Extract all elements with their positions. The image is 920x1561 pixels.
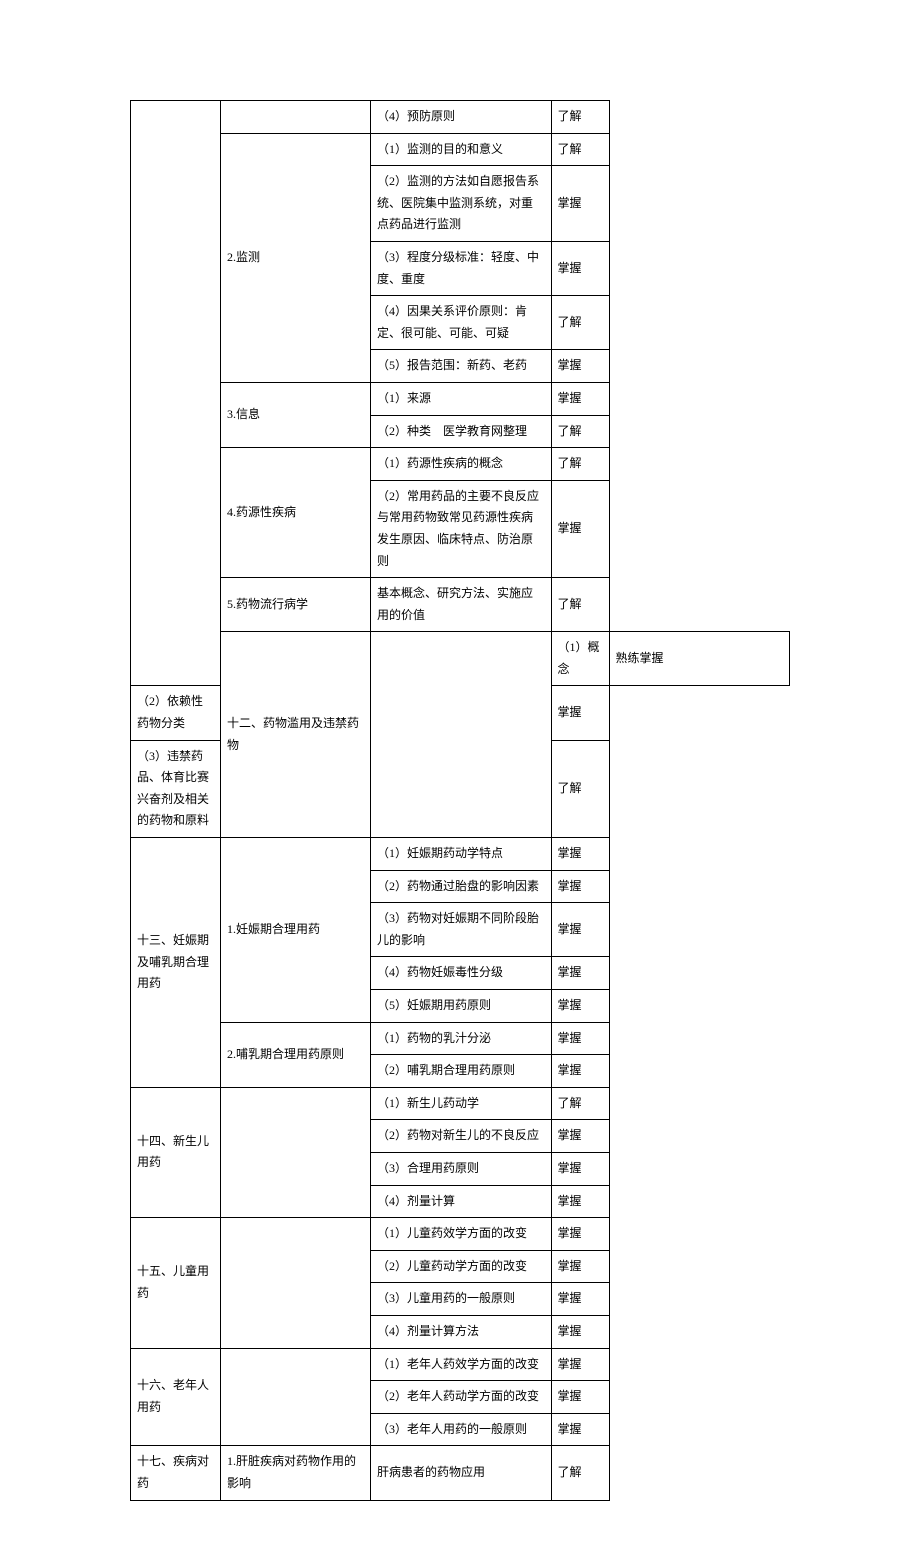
point-cell: （3）儿童用药的一般原则 xyxy=(371,1283,552,1316)
point-cell: （3）药物对妊娠期不同阶段胎儿的影响 xyxy=(371,903,552,957)
table-row: 3.信息（1）来源掌握 xyxy=(131,382,790,415)
table-row: 2.监测（1）监测的目的和意义了解 xyxy=(131,133,790,166)
requirement-cell: 了解 xyxy=(551,133,609,166)
requirement-cell: 掌握 xyxy=(551,1185,609,1218)
requirement-cell: 掌握 xyxy=(551,957,609,990)
requirement-cell: 掌握 xyxy=(551,903,609,957)
point-cell: （4）剂量计算 xyxy=(371,1185,552,1218)
subitem-cell: 1.妊娠期合理用药 xyxy=(221,838,371,1023)
point-cell: （2）药物通过胎盘的影响因素 xyxy=(371,870,552,903)
subitem-cell xyxy=(371,632,552,838)
unit-cell: 十七、疾病对药 xyxy=(131,1446,221,1500)
subitem-cell: 3.信息 xyxy=(221,382,371,447)
requirement-cell: 掌握 xyxy=(551,1218,609,1251)
point-cell: （1）妊娠期药动学特点 xyxy=(371,838,552,871)
point-cell: （1）新生儿药动学 xyxy=(371,1087,552,1120)
table-row: 十二、药物滥用及违禁药物（1）概念熟练掌握 xyxy=(131,632,790,686)
requirement-cell: 掌握 xyxy=(551,1348,609,1381)
requirement-cell: 掌握 xyxy=(551,382,609,415)
point-cell: （3）老年人用药的一般原则 xyxy=(371,1413,552,1446)
point-cell: （1）来源 xyxy=(371,382,552,415)
point-cell: （2）常用药品的主要不良反应与常用药物致常见药源性疾病发生原因、临床特点、防治原… xyxy=(371,480,552,577)
requirement-cell: 掌握 xyxy=(551,1022,609,1055)
requirement-cell: 掌握 xyxy=(551,1250,609,1283)
subitem-cell: 1.肝脏疾病对药物作用的影响 xyxy=(221,1446,371,1500)
point-cell: （2）哺乳期合理用药原则 xyxy=(371,1055,552,1088)
requirement-cell: 掌握 xyxy=(551,1283,609,1316)
requirement-cell: 了解 xyxy=(551,448,609,481)
unit-cell: 十三、妊娠期及哺乳期合理用药 xyxy=(131,838,221,1088)
table-row: 十三、妊娠期及哺乳期合理用药1.妊娠期合理用药（1）妊娠期药动学特点掌握 xyxy=(131,838,790,871)
table-row: 5.药物流行病学基本概念、研究方法、实施应用的价值了解 xyxy=(131,578,790,632)
requirement-cell: 了解 xyxy=(551,415,609,448)
point-cell: 基本概念、研究方法、实施应用的价值 xyxy=(371,578,552,632)
point-cell: （1）儿童药效学方面的改变 xyxy=(371,1218,552,1251)
subitem-cell xyxy=(221,1348,371,1446)
requirement-cell: 了解 xyxy=(551,740,609,837)
point-cell: （1）药物的乳汁分泌 xyxy=(371,1022,552,1055)
requirement-cell: 了解 xyxy=(551,1087,609,1120)
requirement-cell: 掌握 xyxy=(551,870,609,903)
table-row: 十四、新生儿用药（1）新生儿药动学了解 xyxy=(131,1087,790,1120)
subitem-cell xyxy=(221,1087,371,1217)
requirement-cell: 掌握 xyxy=(551,1413,609,1446)
point-cell: （4）预防原则 xyxy=(371,101,552,134)
subitem-cell: 2.监测 xyxy=(221,133,371,382)
subitem-cell: 4.药源性疾病 xyxy=(221,448,371,578)
table-row: 十六、老年人用药（1）老年人药效学方面的改变掌握 xyxy=(131,1348,790,1381)
point-cell: （2）监测的方法如自愿报告系统、医院集中监测系统，对重点药品进行监测 xyxy=(371,166,552,242)
unit-cell: 十六、老年人用药 xyxy=(131,1348,221,1446)
point-cell: 肝病患者的药物应用 xyxy=(371,1446,552,1500)
table-row: （4）预防原则了解 xyxy=(131,101,790,134)
unit-cell: 十四、新生儿用药 xyxy=(131,1087,221,1217)
requirement-cell: 掌握 xyxy=(551,1055,609,1088)
point-cell: （2）儿童药动学方面的改变 xyxy=(371,1250,552,1283)
requirement-cell: 熟练掌握 xyxy=(609,632,790,686)
unit-cell: 十五、儿童用药 xyxy=(131,1218,221,1348)
point-cell: （4）剂量计算方法 xyxy=(371,1315,552,1348)
requirement-cell: 了解 xyxy=(551,101,609,134)
point-cell: （2）种类 医学教育网整理 xyxy=(371,415,552,448)
requirement-cell: 了解 xyxy=(551,296,609,350)
unit-cell: 十二、药物滥用及违禁药物 xyxy=(221,632,371,838)
subitem-cell: 2.哺乳期合理用药原则 xyxy=(221,1022,371,1087)
requirement-cell: 掌握 xyxy=(551,1315,609,1348)
point-cell: （2）药物对新生儿的不良反应 xyxy=(371,1120,552,1153)
point-cell: （4）因果关系评价原则：肯定、很可能、可能、可疑 xyxy=(371,296,552,350)
requirement-cell: 掌握 xyxy=(551,990,609,1023)
subitem-cell xyxy=(221,1218,371,1348)
point-cell: （1）老年人药效学方面的改变 xyxy=(371,1348,552,1381)
unit-cell xyxy=(131,101,221,686)
requirement-cell: 了解 xyxy=(551,1446,609,1500)
requirement-cell: 掌握 xyxy=(551,1381,609,1414)
requirement-cell: 掌握 xyxy=(551,241,609,295)
requirement-cell: 掌握 xyxy=(551,350,609,383)
table-body: （4）预防原则了解2.监测（1）监测的目的和意义了解（2）监测的方法如自愿报告系… xyxy=(131,101,790,1501)
table-row: 十五、儿童用药（1）儿童药效学方面的改变掌握 xyxy=(131,1218,790,1251)
requirement-cell: 掌握 xyxy=(551,1120,609,1153)
subitem-cell: 5.药物流行病学 xyxy=(221,578,371,632)
requirement-cell: 掌握 xyxy=(551,1152,609,1185)
syllabus-table: （4）预防原则了解2.监测（1）监测的目的和意义了解（2）监测的方法如自愿报告系… xyxy=(130,100,790,1501)
table-row: 十七、疾病对药1.肝脏疾病对药物作用的影响肝病患者的药物应用了解 xyxy=(131,1446,790,1500)
table-row: 4.药源性疾病（1）药源性疾病的概念了解 xyxy=(131,448,790,481)
point-cell: （2）老年人药动学方面的改变 xyxy=(371,1381,552,1414)
point-cell: （4）药物妊娠毒性分级 xyxy=(371,957,552,990)
point-cell: （2）依赖性药物分类 xyxy=(131,686,221,740)
point-cell: （1）药源性疾病的概念 xyxy=(371,448,552,481)
requirement-cell: 掌握 xyxy=(551,166,609,242)
requirement-cell: 掌握 xyxy=(551,686,609,740)
point-cell: （3）违禁药品、体育比赛兴奋剂及相关的药物和原料 xyxy=(131,740,221,837)
subitem-cell xyxy=(221,101,371,134)
point-cell: （1）概念 xyxy=(551,632,609,686)
point-cell: （5）报告范围：新药、老药 xyxy=(371,350,552,383)
point-cell: （3）合理用药原则 xyxy=(371,1152,552,1185)
requirement-cell: 了解 xyxy=(551,578,609,632)
table-row: 2.哺乳期合理用药原则（1）药物的乳汁分泌掌握 xyxy=(131,1022,790,1055)
requirement-cell: 掌握 xyxy=(551,838,609,871)
point-cell: （3）程度分级标准：轻度、中度、重度 xyxy=(371,241,552,295)
requirement-cell: 掌握 xyxy=(551,480,609,577)
point-cell: （5）妊娠期用药原则 xyxy=(371,990,552,1023)
point-cell: （1）监测的目的和意义 xyxy=(371,133,552,166)
